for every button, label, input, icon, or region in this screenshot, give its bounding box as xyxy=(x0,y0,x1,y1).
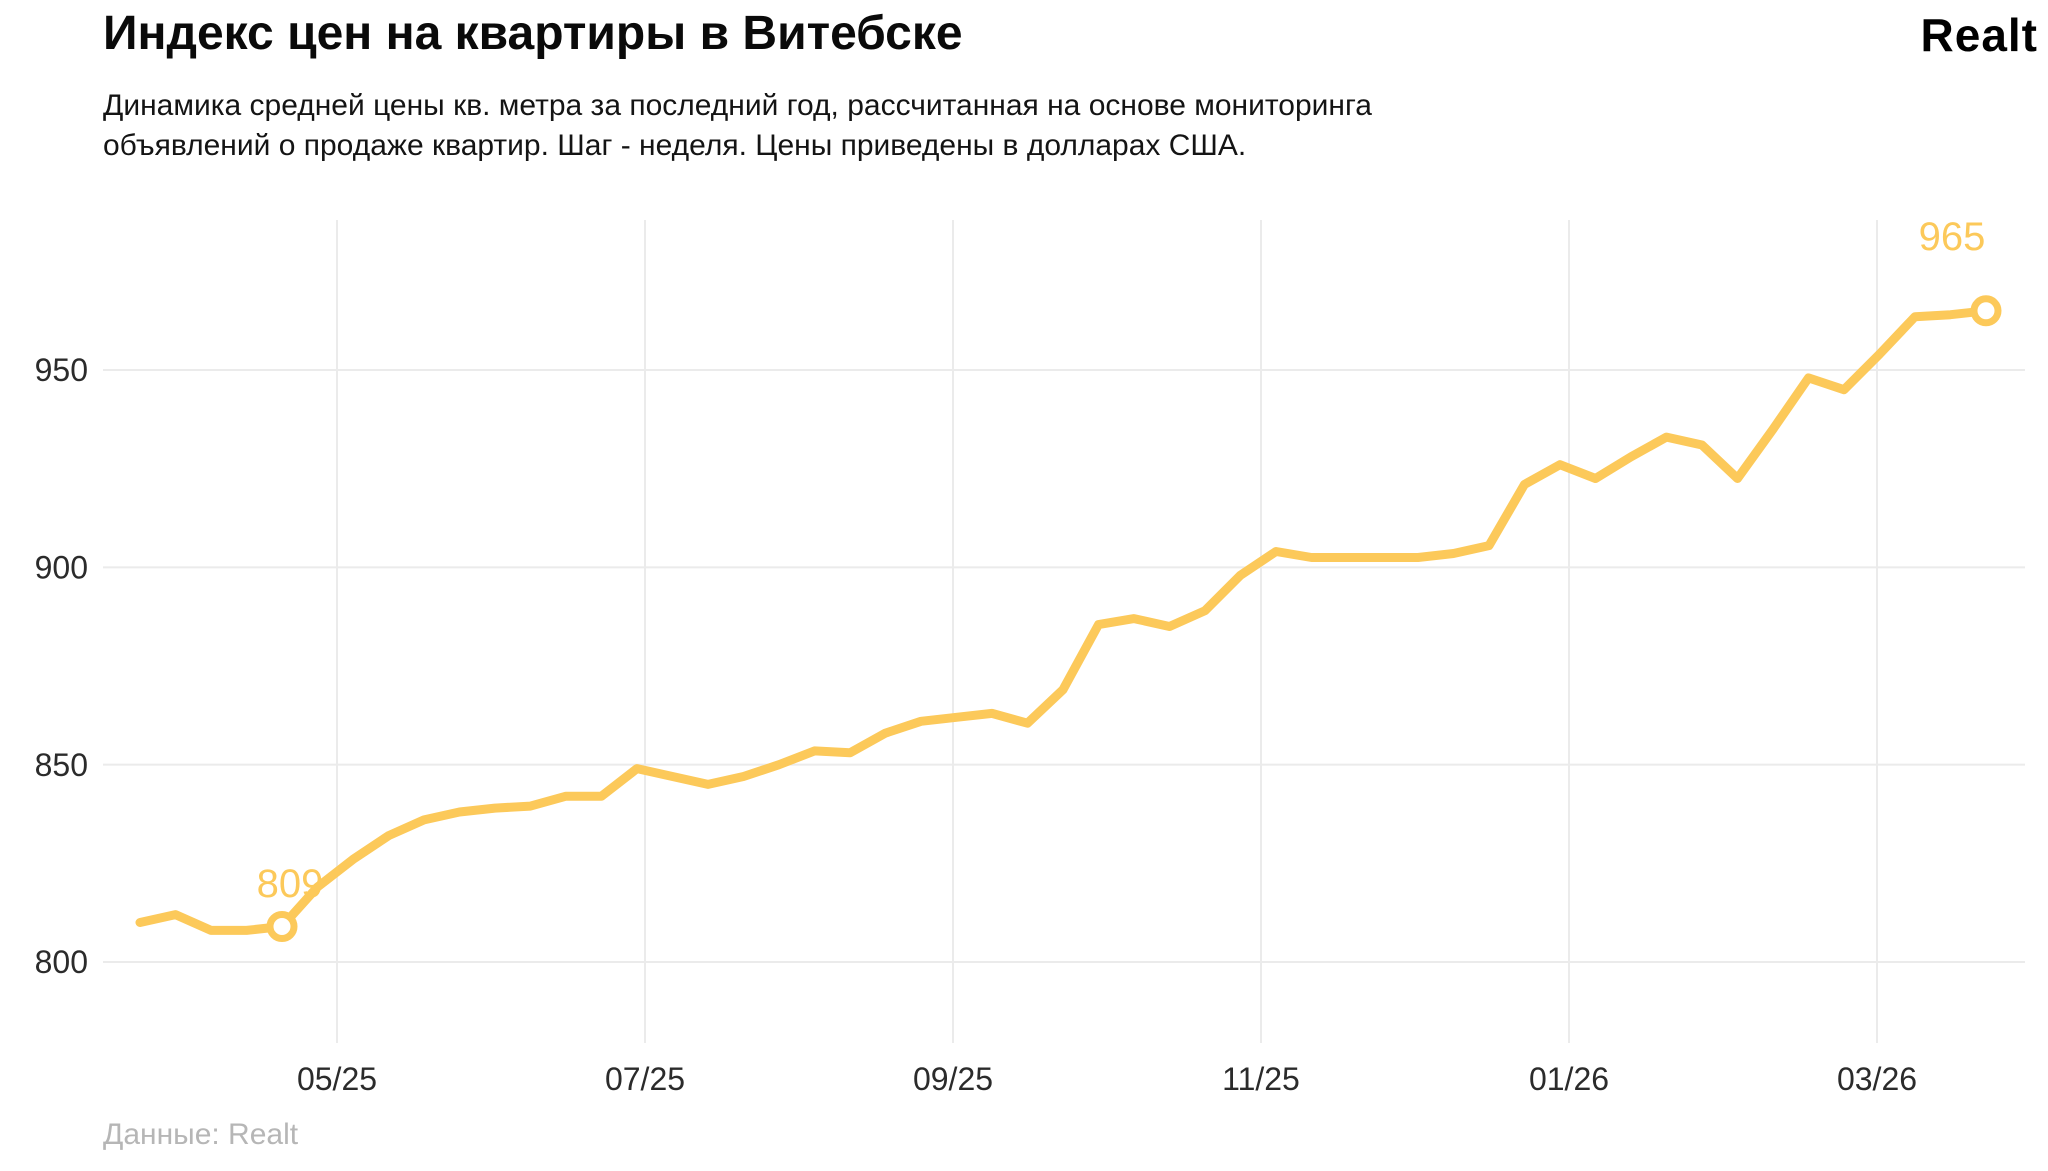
x-tick-label: 09/25 xyxy=(913,1061,993,1097)
subtitle-line-2: объявлений о продаже квартир. Шаг - неде… xyxy=(103,129,1247,162)
x-tick-label: 01/26 xyxy=(1529,1061,1609,1097)
start-point-marker xyxy=(266,910,298,942)
page-subtitle: Динамика средней цены кв. метра за после… xyxy=(103,86,1372,166)
x-tick-label: 05/25 xyxy=(297,1061,377,1097)
end-value-label: 965 xyxy=(1919,215,1986,259)
source-note: Данные: Realt xyxy=(103,1118,299,1151)
subtitle-line-1: Динамика средней цены кв. метра за после… xyxy=(103,89,1372,122)
realt-logo: Realt xyxy=(1920,9,2038,61)
y-tick-label: 900 xyxy=(35,550,88,586)
end-point-marker xyxy=(1970,295,2002,327)
x-tick-label: 03/26 xyxy=(1837,1061,1917,1097)
x-tick-label: 11/25 xyxy=(1222,1061,1300,1097)
y-tick-label: 850 xyxy=(35,747,88,783)
price-line xyxy=(135,306,1991,935)
start-value-label: 809 xyxy=(257,862,324,906)
page-title: Индекс цен на квартиры в Витебске xyxy=(103,7,963,60)
y-tick-label: 800 xyxy=(35,944,88,980)
y-tick-label: 950 xyxy=(35,352,88,388)
x-tick-label: 07/25 xyxy=(605,1061,685,1097)
